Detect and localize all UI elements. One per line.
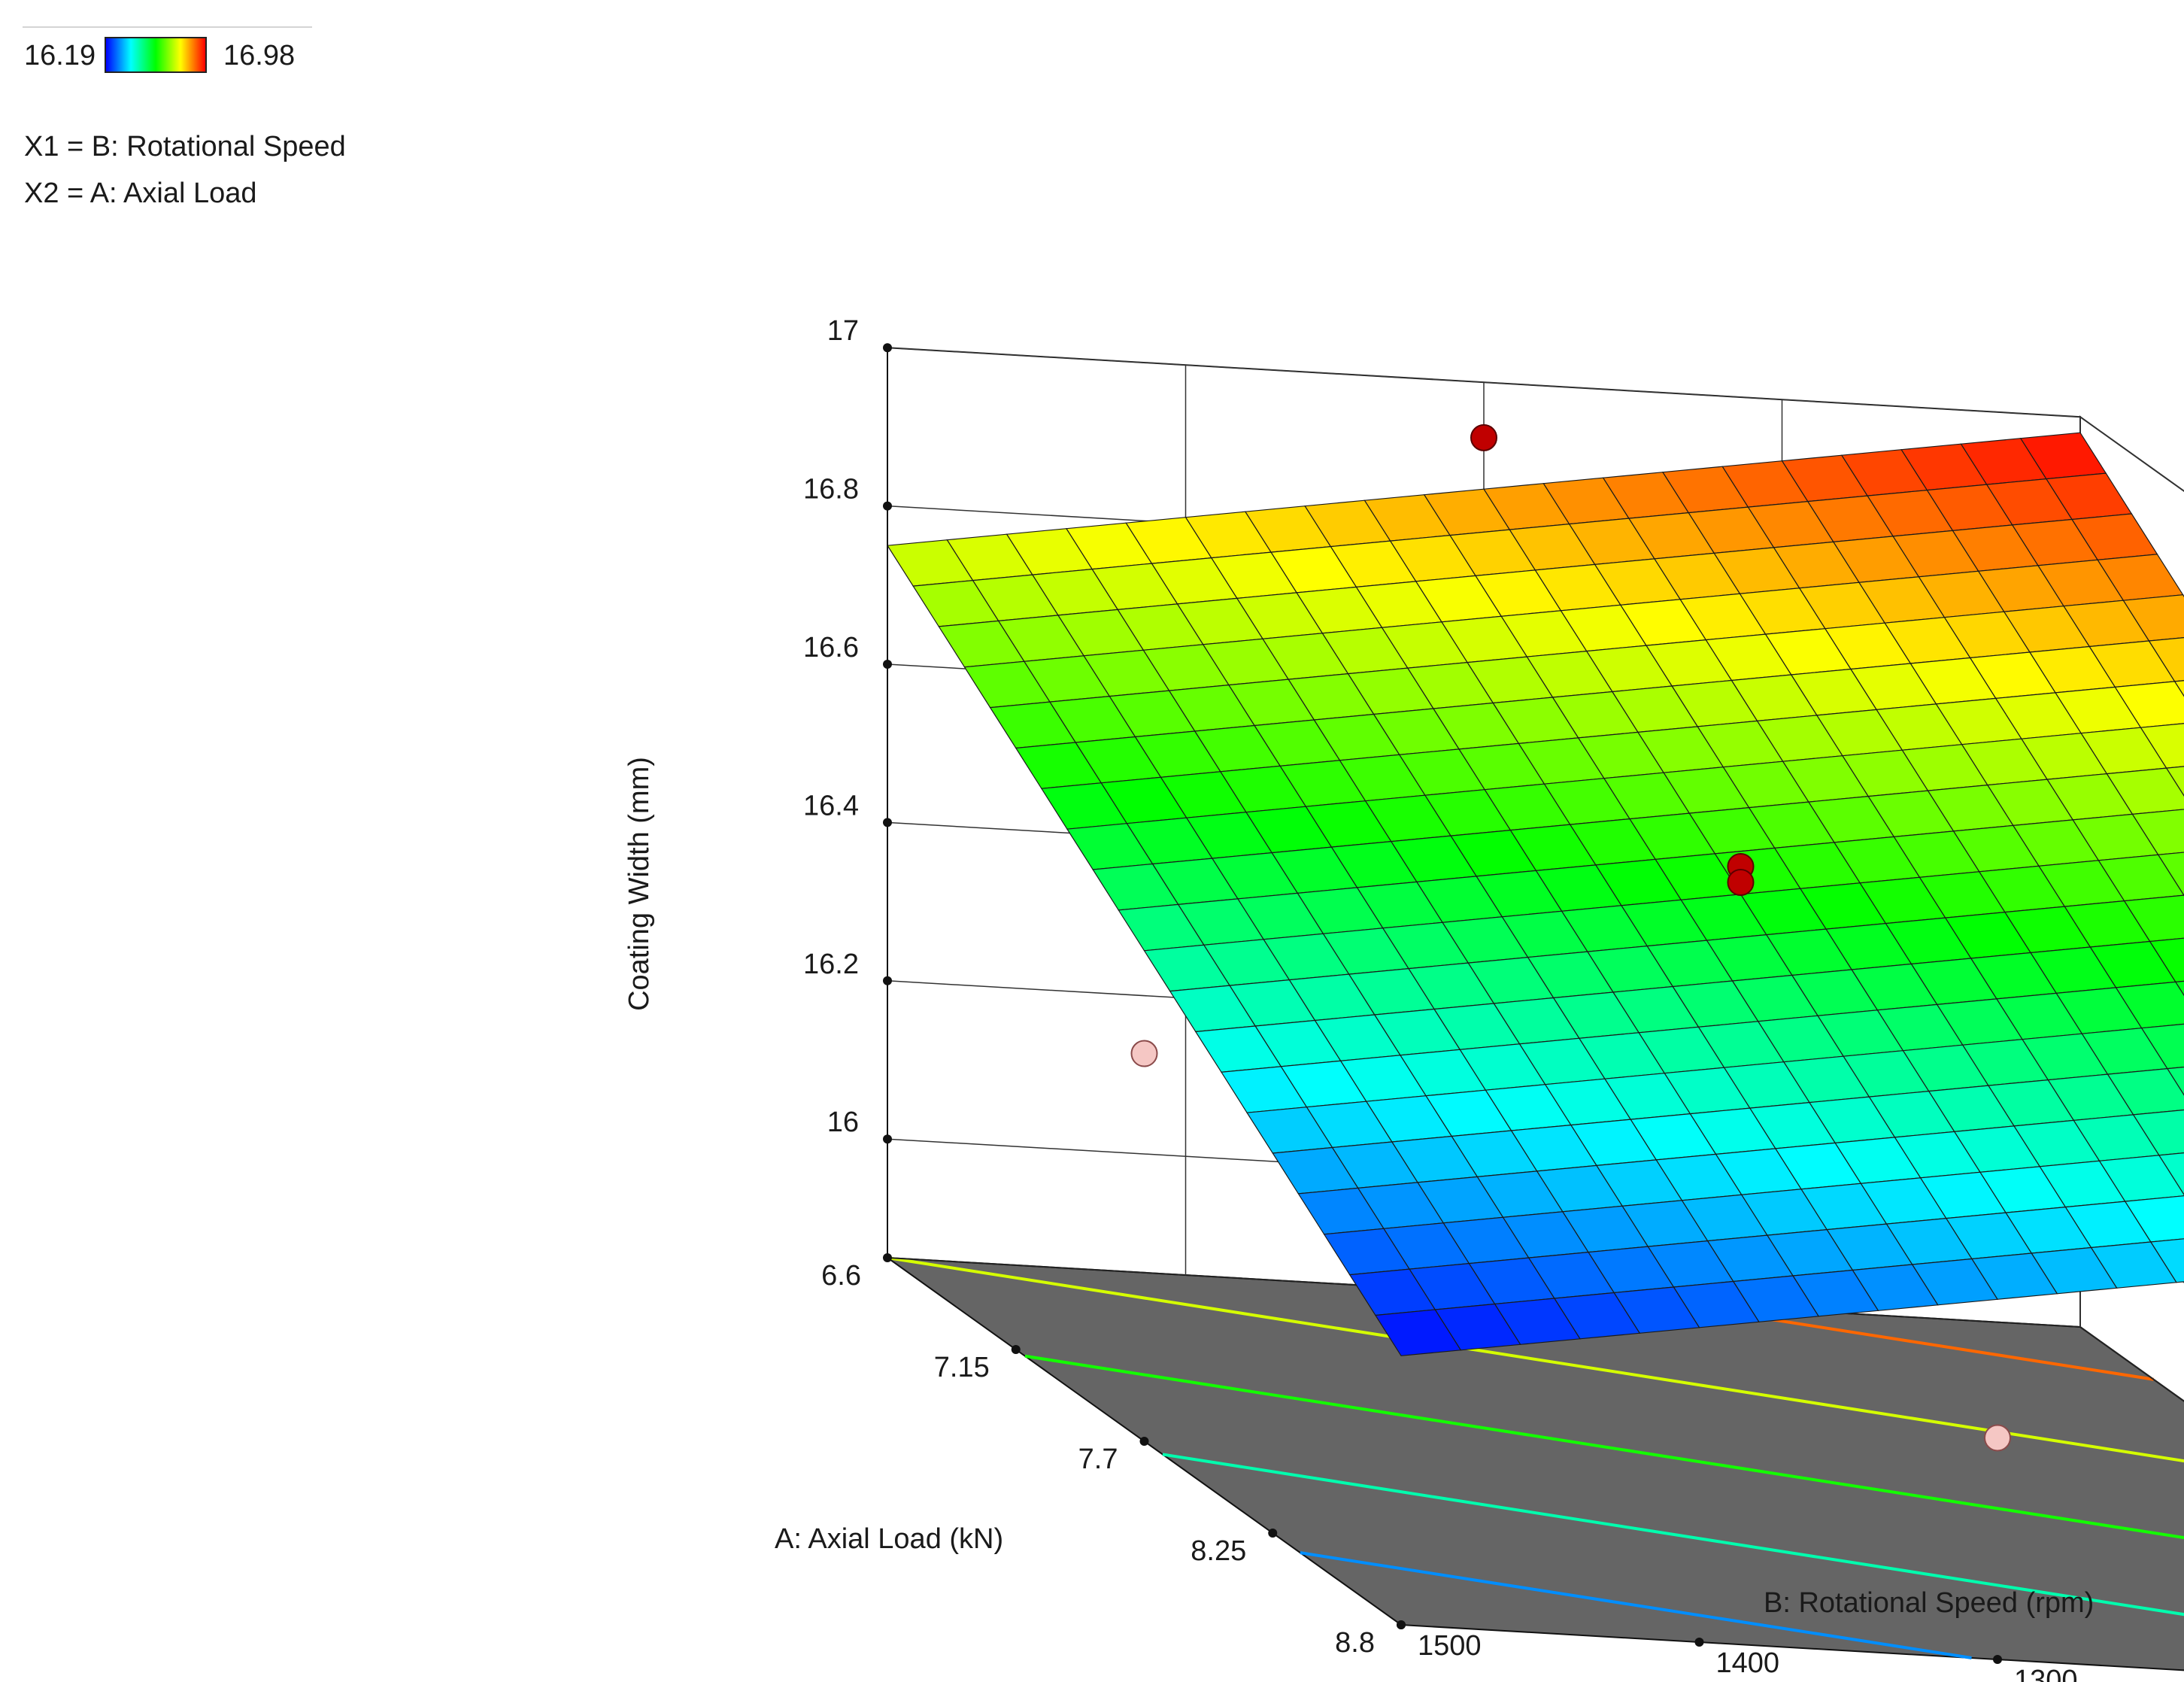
z-tick-dot bbox=[883, 343, 892, 353]
z-tick-label: 16.2 bbox=[803, 949, 859, 980]
surface-cell bbox=[1374, 1309, 1462, 1356]
y-tick-label: 1500 bbox=[1418, 1630, 1482, 1662]
y-tick-dot bbox=[1397, 1620, 1406, 1629]
x-tick-dot bbox=[1268, 1529, 1278, 1538]
legend-divider bbox=[23, 26, 312, 28]
z-tick-label: 17 bbox=[827, 315, 859, 347]
legend-colorbar bbox=[105, 37, 207, 73]
x-tick-label: 7.7 bbox=[1078, 1444, 1118, 1475]
factor-x1-label: X1 = B: Rotational Speed bbox=[24, 131, 346, 162]
x-tick-dot bbox=[883, 1253, 892, 1262]
legend-min-label: 16.19 bbox=[24, 40, 96, 71]
x-tick-label: 7.15 bbox=[934, 1352, 990, 1383]
z-tick-dot bbox=[883, 976, 892, 985]
y-tick-label: 1400 bbox=[1716, 1647, 1780, 1679]
x-tick-label: 8.8 bbox=[1335, 1627, 1375, 1659]
z-axis-title: Coating Width (mm) bbox=[623, 757, 655, 1011]
z-tick-dot bbox=[883, 1134, 892, 1144]
z-tick-dot bbox=[883, 660, 892, 669]
z-tick-label: 16 bbox=[827, 1107, 859, 1138]
z-tick-dot bbox=[883, 818, 892, 827]
design-points-above bbox=[1470, 424, 1755, 896]
design-points-below bbox=[1130, 1040, 2011, 1452]
floor-contour-line bbox=[1024, 1354, 2184, 1540]
y-axis-title: B: Rotational Speed (rpm) bbox=[1764, 1587, 2094, 1619]
z-tick-dot bbox=[883, 501, 892, 511]
design-point bbox=[1984, 1424, 2011, 1452]
z-tick-label: 16.8 bbox=[803, 474, 859, 506]
legend-max-label: 16.98 bbox=[223, 40, 296, 71]
factor-x2-label: X2 = A: Axial Load bbox=[24, 178, 257, 209]
response-surface bbox=[886, 432, 2184, 1356]
x-tick-dot bbox=[1011, 1345, 1021, 1354]
x-tick-label: 8.25 bbox=[1191, 1535, 1246, 1567]
z-tick-label: 16.6 bbox=[803, 632, 859, 663]
y-tick-label: 1300 bbox=[2014, 1665, 2078, 1682]
y-tick-dot bbox=[1993, 1655, 2002, 1664]
design-point bbox=[1130, 1040, 1158, 1067]
x-tick-label: 6.6 bbox=[821, 1260, 861, 1292]
design-point bbox=[1727, 869, 1755, 896]
design-point bbox=[1470, 424, 1497, 451]
floor-contour-line bbox=[1162, 1453, 2184, 1617]
floor-contour-line bbox=[1300, 1551, 1972, 1659]
z-tick-label: 16.4 bbox=[803, 790, 859, 821]
x-tick-dot bbox=[1139, 1437, 1149, 1446]
y-tick-dot bbox=[1694, 1638, 1704, 1647]
floor-contour-line bbox=[887, 1256, 2184, 1463]
x-axis-title: A: Axial Load (kN) bbox=[775, 1523, 1003, 1555]
axes: 1616.216.416.616.8176.67.157.78.258.8110… bbox=[803, 315, 2078, 1682]
